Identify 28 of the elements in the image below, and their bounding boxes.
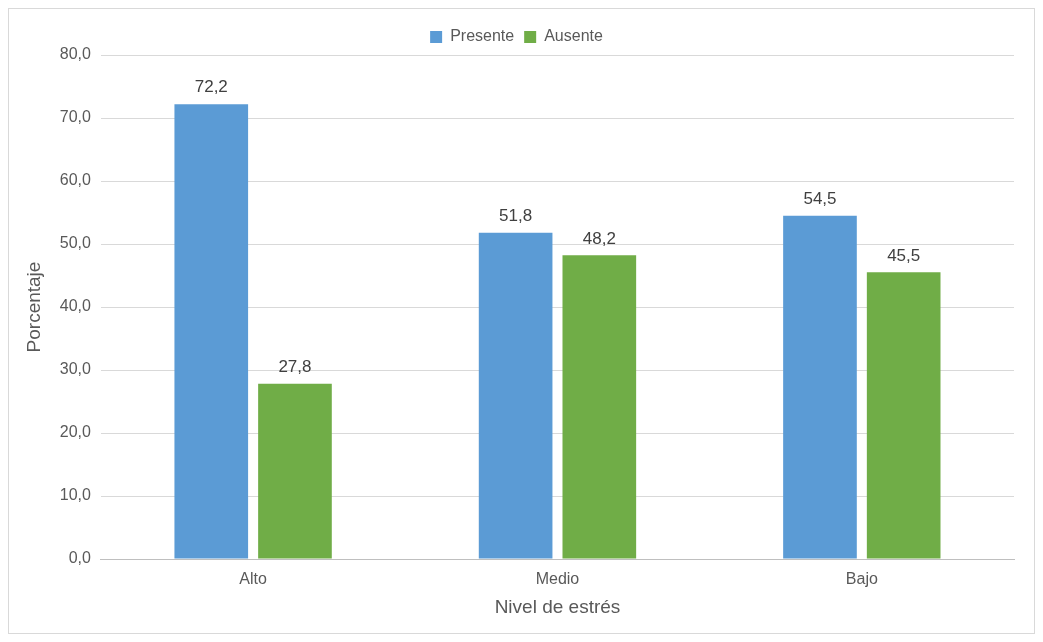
data-label: 48,2 [582, 228, 616, 248]
y-tick-label: 10,0 [59, 486, 92, 504]
data-label: 72,2 [194, 77, 228, 97]
x-tick-label: Alto [239, 570, 267, 588]
x-axis-title: Nivel de estrés [494, 595, 621, 617]
bar [783, 215, 857, 559]
x-tick-label: Medio [535, 570, 580, 588]
bar [562, 255, 637, 559]
y-tick-label: 0,0 [68, 549, 92, 567]
y-tick-label: 80,0 [59, 45, 92, 63]
y-tick-label: 40,0 [59, 297, 92, 315]
y-tick-label: 30,0 [59, 360, 92, 378]
legend-label: Ausente [544, 27, 603, 45]
bar [866, 272, 941, 559]
y-tick-label: 20,0 [59, 423, 92, 441]
data-label: 27,8 [278, 357, 312, 377]
bar [258, 383, 332, 559]
y-axis-title: Porcentaje [22, 261, 44, 353]
legend-label: Presente [450, 27, 515, 45]
data-label: 45,5 [887, 245, 921, 265]
y-tick-label: 70,0 [59, 108, 92, 126]
data-label: 54,5 [803, 188, 837, 208]
data-label: 51,8 [499, 205, 533, 225]
bar [478, 232, 553, 559]
bar [174, 104, 249, 559]
y-tick-label: 50,0 [59, 234, 92, 252]
x-tick-label: Bajo [845, 570, 878, 588]
y-tick-label: 60,0 [59, 171, 92, 189]
